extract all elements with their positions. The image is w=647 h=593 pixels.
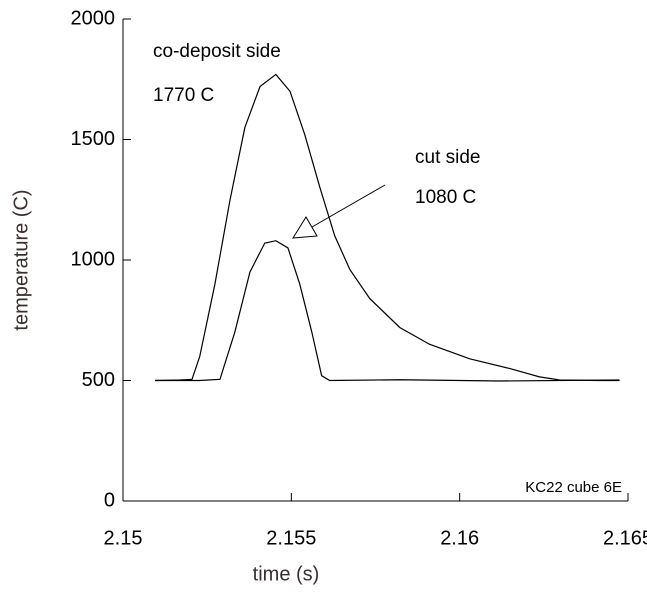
y-tick-label: 2000 bbox=[71, 7, 116, 29]
data-line bbox=[154, 240, 620, 382]
annotation: KC22 cube 6E bbox=[525, 479, 622, 496]
x-tick-label: 2.16 bbox=[440, 527, 479, 549]
y-axis-title: temperature (C) bbox=[10, 189, 32, 330]
y-tick-label: 1000 bbox=[71, 248, 116, 270]
x-tick-label: 2.155 bbox=[266, 527, 316, 549]
x-tick-label: 2.15 bbox=[104, 527, 143, 549]
annotation: 1770 C bbox=[153, 85, 214, 106]
y-tick-label: 500 bbox=[82, 369, 115, 391]
annotation: 1080 C bbox=[415, 187, 476, 208]
annotation: co-deposit side bbox=[153, 41, 281, 62]
y-tick-label: 0 bbox=[104, 489, 115, 511]
x-axis-title: time (s) bbox=[253, 563, 320, 585]
y-tick-label: 1500 bbox=[71, 128, 116, 150]
x-tick-label: 2.165 bbox=[603, 527, 647, 549]
annotation: cut side bbox=[415, 147, 480, 168]
arrow bbox=[292, 184, 386, 239]
data-line bbox=[154, 73, 620, 382]
